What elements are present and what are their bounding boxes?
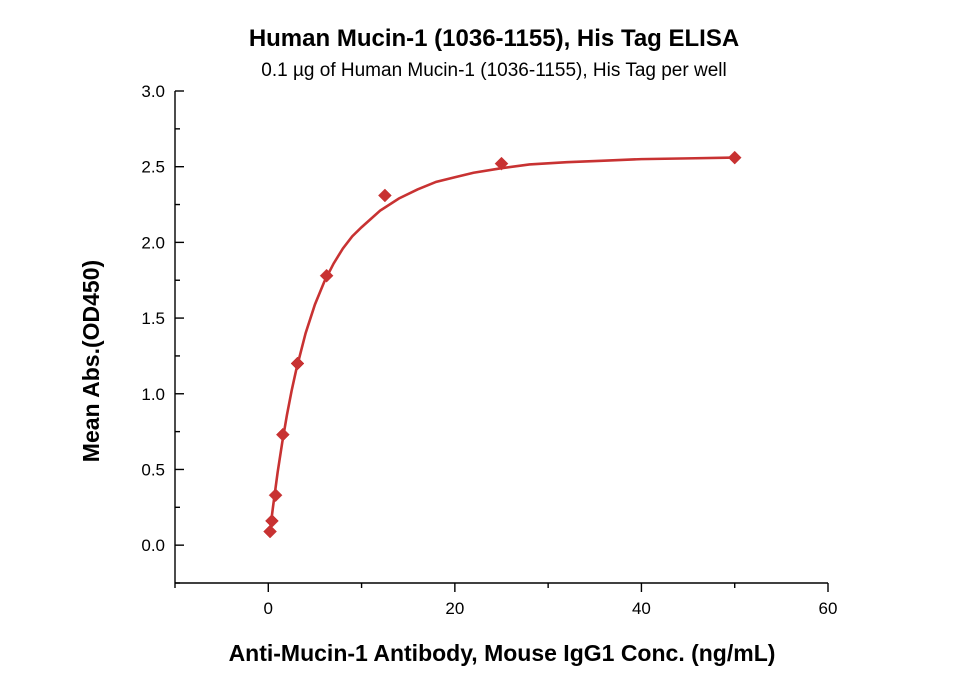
data-point (275, 427, 290, 442)
data-point (265, 514, 279, 528)
x-tick-label: 60 (819, 599, 838, 618)
y-tick-label: 3.0 (141, 82, 165, 101)
x-tick-labels: 0 20 40 60 (264, 599, 838, 618)
y-tick-label: 1.0 (141, 385, 165, 404)
y-ticks (175, 90, 184, 584)
y-tick-label: 0.0 (141, 536, 165, 555)
chart-subtitle: 0.1 µg of Human Mucin-1 (1036-1155), His… (261, 60, 726, 81)
y-tick-labels: 0.0 0.5 1.0 1.5 2.0 2.5 3.0 (141, 82, 165, 555)
data-point (268, 488, 283, 503)
x-ticks (174, 583, 829, 592)
chart-title: Human Mucin-1 (1036-1155), His Tag ELISA (249, 25, 739, 52)
fit-curve (268, 156, 735, 531)
data-point (263, 524, 277, 539)
data-point (378, 188, 392, 203)
data-point (319, 268, 334, 283)
y-tick-label: 2.0 (141, 233, 165, 252)
x-axis-label: Anti-Mucin-1 Antibody, Mouse IgG1 Conc. … (229, 640, 776, 666)
data-point (727, 150, 742, 165)
y-tick-label: 0.5 (141, 460, 165, 479)
data-point (494, 156, 509, 171)
y-axis-label: Mean Abs.(OD450) (78, 260, 104, 462)
data-point (290, 356, 305, 371)
y-tick-label: 1.5 (141, 309, 165, 328)
x-tick-label: 20 (445, 599, 464, 618)
data-points (263, 150, 742, 539)
axes (174, 91, 828, 584)
x-tick-label: 0 (264, 599, 273, 618)
y-tick-label: 2.5 (141, 158, 165, 177)
x-tick-label: 40 (632, 599, 651, 618)
